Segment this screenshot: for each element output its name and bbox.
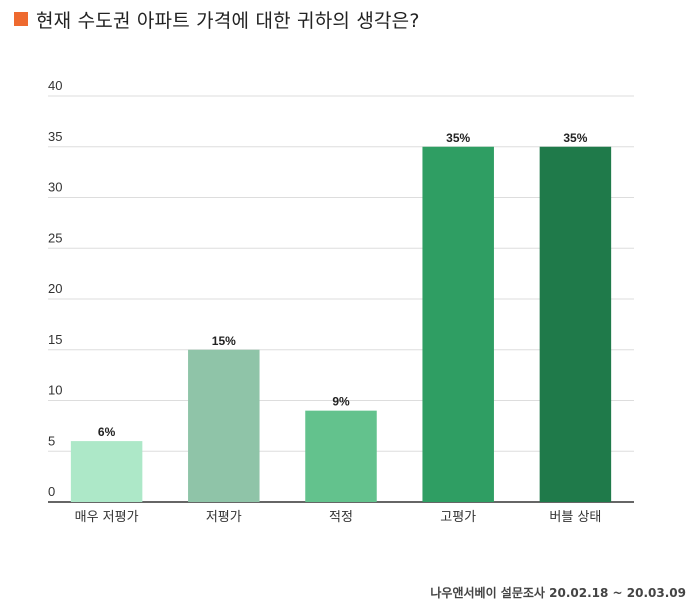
y-tick-label: 15 <box>48 332 62 347</box>
y-tick-label: 10 <box>48 383 62 398</box>
chart-title: 현재 수도권 아파트 가격에 대한 귀하의 생각은? <box>14 6 420 32</box>
source-period: 20.02.18 ~ 20.03.09 <box>549 586 686 600</box>
bar <box>188 349 260 502</box>
title-text: 현재 수도권 아파트 가격에 대한 귀하의 생각은? <box>36 9 420 32</box>
source-note: 나우앤서베이 설문조사 20.02.18 ~ 20.03.09 <box>430 584 686 601</box>
bar <box>305 410 377 502</box>
y-tick-label: 30 <box>48 180 62 195</box>
x-tick-label: 고평가 <box>440 510 476 525</box>
bar <box>539 146 612 502</box>
y-tick-label: 25 <box>48 230 62 245</box>
y-tick-label: 35 <box>48 129 62 144</box>
data-label: 35% <box>446 131 470 145</box>
y-tick-label: 0 <box>48 484 55 499</box>
x-tick-label: 버블 상태 <box>549 510 601 525</box>
x-tick-label: 저평가 <box>206 510 242 525</box>
data-label: 6% <box>98 425 116 439</box>
title-marker-icon <box>14 12 28 26</box>
y-tick-label: 40 <box>48 78 62 93</box>
y-tick-label: 20 <box>48 281 62 296</box>
x-tick-label: 적정 <box>329 510 353 525</box>
data-label: 15% <box>212 334 236 348</box>
source-name: 나우앤서베이 설문조사 <box>430 586 545 600</box>
bar <box>422 146 494 502</box>
bar <box>70 441 143 502</box>
x-tick-label: 매우 저평가 <box>75 510 139 525</box>
y-tick-label: 5 <box>48 433 55 448</box>
data-label: 35% <box>563 131 587 145</box>
data-label: 9% <box>332 395 350 409</box>
